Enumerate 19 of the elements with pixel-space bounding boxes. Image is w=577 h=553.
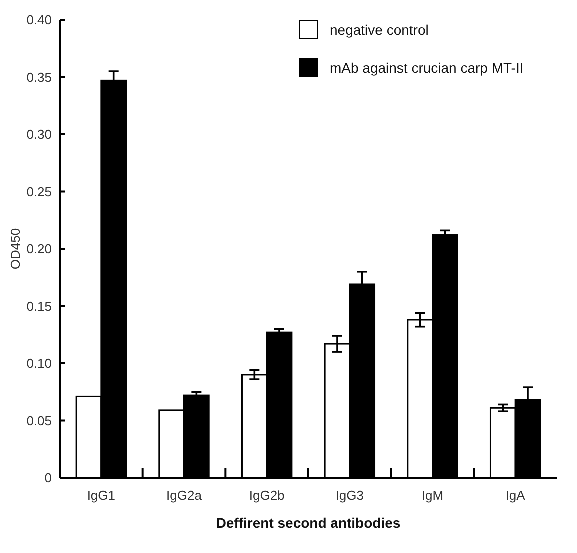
y-tick-label: 0.25 bbox=[26, 184, 52, 200]
x-tick-label: IgG1 bbox=[87, 488, 116, 503]
y-tick-label: 0.10 bbox=[26, 356, 52, 372]
y-tick-label: 0.20 bbox=[26, 242, 52, 257]
y-tick-label: 0.40 bbox=[26, 12, 52, 28]
legend-label: negative control bbox=[330, 22, 429, 38]
x-tick-label: IgG2b bbox=[249, 488, 285, 503]
y-tick-label: 0 bbox=[44, 470, 52, 486]
x-tick-label: IgA bbox=[506, 488, 526, 503]
x-tick-label: IgG3 bbox=[336, 488, 364, 503]
y-axis-title: OD450 bbox=[8, 228, 23, 270]
y-tick-label: 0.15 bbox=[26, 298, 52, 314]
y-tick-label: 0.30 bbox=[26, 127, 52, 142]
x-axis-title: Deffirent second antibodies bbox=[216, 515, 401, 531]
y-tick-label: 0.05 bbox=[26, 413, 52, 428]
legend-label: mAb against crucian carp MT-II bbox=[330, 60, 524, 76]
y-tick-label: 0.35 bbox=[26, 70, 52, 85]
x-tick-label: IgG2a bbox=[166, 488, 203, 503]
x-tick-label: IgM bbox=[422, 488, 444, 503]
